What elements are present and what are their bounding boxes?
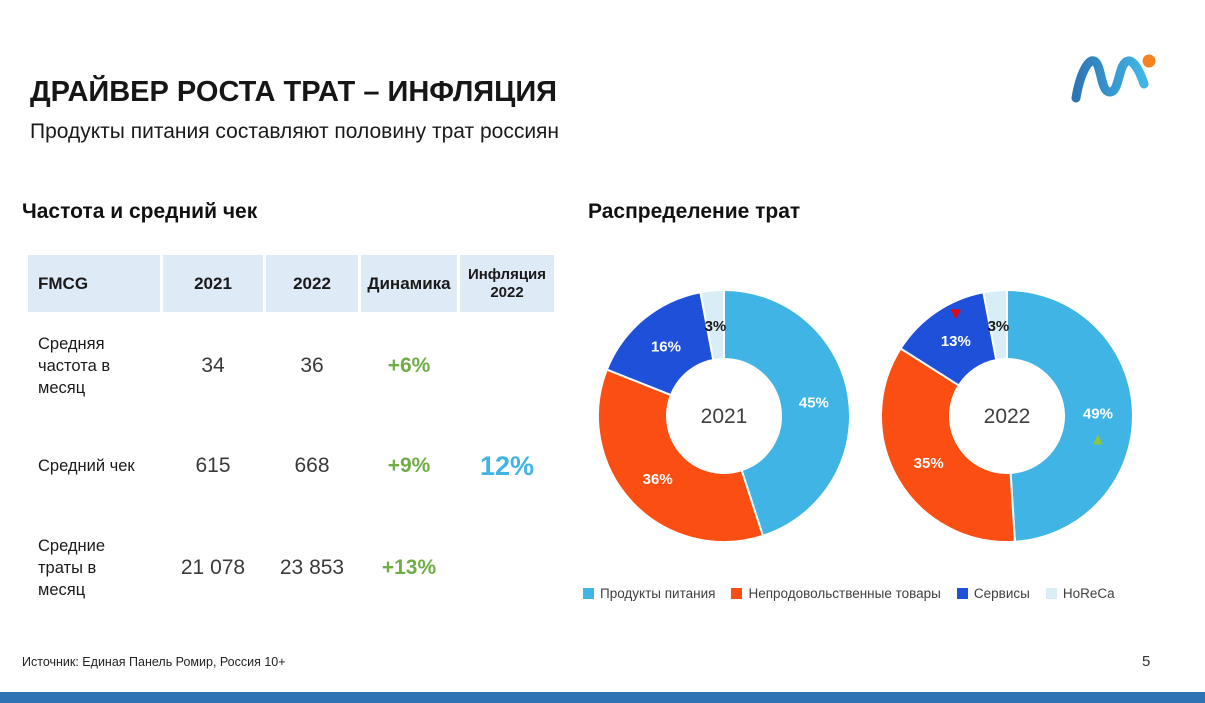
romir-logo (1071, 54, 1156, 103)
cell-inflation: 12% (479, 450, 535, 481)
slide-subtitle: Продукты питания составляют половину тра… (30, 120, 560, 143)
donut-slice (1006, 288, 1134, 543)
legend-swatch (956, 588, 968, 599)
donut-slice (699, 288, 725, 362)
legend-item: Непродовольственные товары (731, 586, 941, 601)
row-label: Средний чек (38, 456, 135, 475)
column-header-fmcg: FMCG (28, 255, 160, 312)
cell-2022: 36 (300, 354, 324, 377)
footer-bar (0, 692, 1205, 703)
slice-value-label: 36% (643, 471, 673, 488)
legend-swatch (583, 588, 594, 599)
legend-label: Непродовольственные товары (748, 586, 941, 601)
cell-2022: 23 853 (279, 556, 345, 579)
donut-center-year: 2022 (984, 405, 1031, 428)
legend-label: Сервисы (973, 586, 1030, 601)
slide-title: ДРАЙВЕР РОСТА ТРАТ – ИНФЛЯЦИЯ (30, 76, 558, 108)
slice-value-label: 45% (799, 394, 829, 411)
row-label: Средние траты в месяц (38, 536, 106, 600)
row-label: Средняя частота в месяц (38, 334, 111, 398)
legend-swatch (731, 588, 743, 599)
decrease-marker-icon: ▼ (947, 304, 964, 323)
column-header-inflation: Инфляция 2022 (460, 255, 554, 312)
cell-2021: 21 078 (180, 556, 246, 579)
chart-legend: Продукты питания Непродовольственные тов… (583, 586, 1183, 601)
slice-value-label: 3% (988, 318, 1010, 335)
page-number: 5 (1142, 653, 1151, 670)
slice-value-label: 49% (1083, 406, 1113, 423)
slice-value-label: 35% (914, 455, 944, 472)
legend-item: Сервисы (956, 586, 1030, 601)
slice-value-label: 3% (705, 318, 727, 335)
cell-2021: 615 (195, 454, 231, 477)
logo-m-stroke (1071, 56, 1149, 103)
fmcg-table: FMCG 2021 2022 Динамика Инфляция 2022 Ср… (28, 255, 554, 624)
legend-label: Продукты питания (600, 586, 716, 601)
column-header-2021: 2021 (163, 255, 263, 312)
cell-2022: 668 (294, 454, 330, 477)
legend-label: HoReCa (1062, 586, 1115, 601)
cell-dynamics: +9% (387, 454, 431, 477)
legend-item: HoReCa (1045, 586, 1115, 601)
source-note: Источник: Единая Панель Ромир, Россия 10… (22, 655, 286, 669)
cell-dynamics: +13% (381, 556, 437, 579)
cell-dynamics: +6% (387, 354, 431, 377)
charts-section-heading: Распределение трат (588, 200, 801, 223)
cell-inflation (460, 312, 554, 420)
column-header-2022: 2022 (266, 255, 358, 312)
legend-swatch (1045, 588, 1057, 599)
donut-slice (723, 288, 851, 538)
cell-inflation (460, 512, 554, 624)
donut-slice (982, 288, 1008, 362)
donut-chart-2021: 45% 36% 16% 3% 2021 (597, 288, 851, 543)
slice-value-label: 16% (651, 338, 681, 355)
table-section-heading: Частота и средний чек (22, 200, 258, 223)
legend-item: Продукты питания (583, 586, 715, 601)
donut-slice (880, 347, 1016, 543)
cell-2021: 34 (201, 354, 225, 377)
logo-orange-dot (1142, 54, 1156, 68)
donut-slice (597, 368, 765, 543)
column-header-dynamics: Динамика (361, 255, 457, 312)
increase-marker-icon: ▲ (1090, 430, 1107, 449)
slice-value-label: 13% (941, 333, 971, 350)
donut-center-year: 2021 (701, 405, 748, 428)
donut-chart-2022: 49% 35% 13% 3% 2022 ▼ ▲ (880, 288, 1134, 543)
